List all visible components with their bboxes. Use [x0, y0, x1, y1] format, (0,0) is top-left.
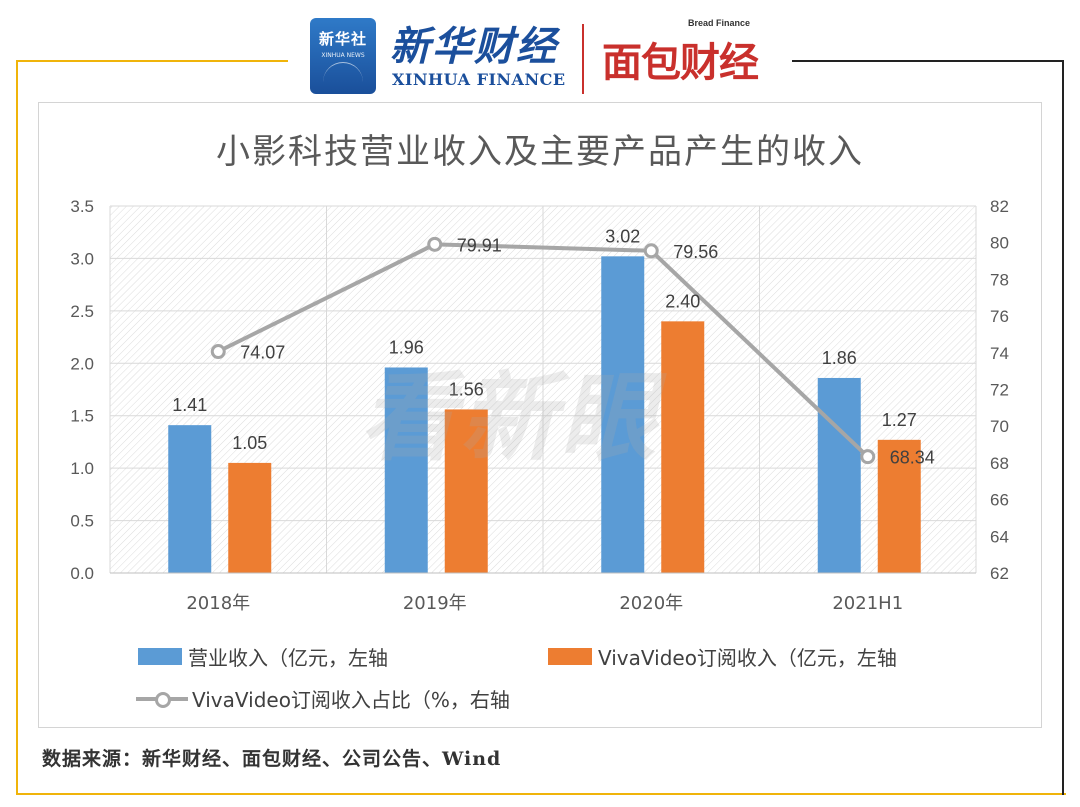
bar-subscription [444, 409, 488, 573]
x-category-label: 2020年 [619, 593, 683, 614]
legend-swatch-orange [548, 648, 592, 665]
y-right-tick: 72 [990, 381, 1009, 400]
x-category-label: 2021H1 [832, 593, 903, 614]
watermark: 看新眼 [360, 362, 660, 474]
frame-accent-bottom [16, 793, 1066, 795]
bar-subscription [228, 462, 272, 573]
y-left-tick: 0.5 [70, 512, 94, 531]
ratio-point [643, 243, 659, 259]
xinhua-news-logo: 新华社 XINHUA NEWS [310, 18, 376, 94]
header-logos: 新华社 XINHUA NEWS 新华财经 XINHUA FINANCE Brea… [290, 8, 790, 104]
y-left-tick: 0.0 [70, 564, 94, 583]
data-label-subscription: 2.40 [665, 291, 700, 311]
xinhua-finance-english: XINHUA FINANCE [392, 70, 566, 89]
y-right-tick: 80 [990, 234, 1009, 253]
bar-revenue [817, 377, 861, 573]
data-label-ratio: 68.34 [890, 448, 935, 468]
data-label-revenue: 1.86 [822, 348, 857, 368]
y-left-tick: 2.5 [70, 302, 94, 321]
ratio-line [210, 236, 876, 465]
frame-accent-left [16, 60, 288, 62]
header-divider [582, 24, 584, 94]
bar-revenue [384, 367, 428, 573]
bar-subscription [661, 321, 705, 573]
bars [168, 256, 921, 573]
data-label-ratio: 74.07 [240, 343, 285, 363]
data-labels: 1.41 1.05 1.96 1.56 3.02 2.40 1.86 1.27 74.07 79.… [172, 226, 935, 467]
ratio-point [860, 449, 876, 465]
legend-label-subscription: VivaVideo订阅收入（亿元，左轴 [598, 646, 897, 670]
legend-item-revenue: 营业收入（亿元，左轴 [138, 642, 388, 671]
bread-finance-english: Bread Finance [688, 18, 751, 28]
legend-swatch-blue [138, 648, 182, 665]
bar-subscription [877, 439, 921, 573]
globe-icon [323, 62, 363, 87]
bread-finance-brand: 面包财经 [602, 40, 759, 86]
axes: 0.0 0.5 1.0 1.5 2.0 2.5 3.0 3.5 62 64 66 68 70 72 74 76… [70, 197, 1009, 614]
x-category-label: 2018年 [186, 593, 250, 614]
bar-revenue [601, 256, 645, 573]
xinhua-badge-sub: XINHUA NEWS [321, 52, 365, 59]
frame-accent-right-vertical [1062, 60, 1064, 795]
y-right-tick: 74 [990, 344, 1009, 363]
legend-item-ratio: VivaVideo订阅收入占比（%，右轴 [136, 684, 510, 713]
data-label-ratio: 79.91 [457, 235, 502, 255]
legend-line-marker-icon [136, 689, 188, 709]
y-right-tick: 78 [990, 270, 1009, 289]
legend-label-ratio: VivaVideo订阅收入占比（%，右轴 [192, 688, 510, 712]
legend-label-revenue: 营业收入（亿元，左轴 [188, 646, 388, 670]
xinhua-badge-title: 新华社 [318, 30, 367, 48]
y-right-tick: 68 [990, 454, 1009, 473]
y-left-tick: 3.5 [70, 197, 94, 216]
y-left-tick: 1.5 [70, 407, 94, 426]
y-right-tick: 70 [990, 417, 1009, 436]
y-left-tick: 3.0 [70, 249, 94, 268]
data-label-revenue: 3.02 [605, 226, 640, 246]
data-label-ratio: 79.56 [673, 242, 718, 262]
x-category-label: 2019年 [403, 593, 467, 614]
frame-accent-left-vertical [16, 60, 18, 795]
data-source-note: 数据来源：新华财经、面包财经、公司公告、Wind [42, 748, 502, 770]
xinhua-finance-brand: 新华财经 [390, 23, 558, 70]
y-right-tick: 76 [990, 307, 1009, 326]
bar-revenue [168, 425, 212, 573]
data-label-subscription: 1.05 [232, 433, 267, 453]
y-left-tick: 2.0 [70, 354, 94, 373]
chart-title: 小影科技营业收入及主要产品产生的收入 [216, 132, 864, 172]
ratio-point [427, 236, 443, 252]
ratio-point [210, 344, 226, 360]
data-label-revenue: 1.41 [172, 395, 207, 415]
ratio-line-path [217, 242, 870, 459]
data-label-revenue: 1.96 [389, 337, 424, 357]
y-left-tick: 1.0 [70, 459, 94, 478]
data-label-subscription: 1.56 [449, 379, 484, 399]
frame-accent-right [792, 60, 1064, 62]
y-right-tick: 64 [990, 527, 1009, 546]
legend-item-subscription: VivaVideo订阅收入（亿元，左轴 [548, 642, 897, 671]
y-right-tick: 66 [990, 491, 1009, 510]
y-right-tick: 62 [990, 564, 1009, 583]
data-label-subscription: 1.27 [882, 410, 917, 430]
y-right-tick: 82 [990, 197, 1009, 216]
